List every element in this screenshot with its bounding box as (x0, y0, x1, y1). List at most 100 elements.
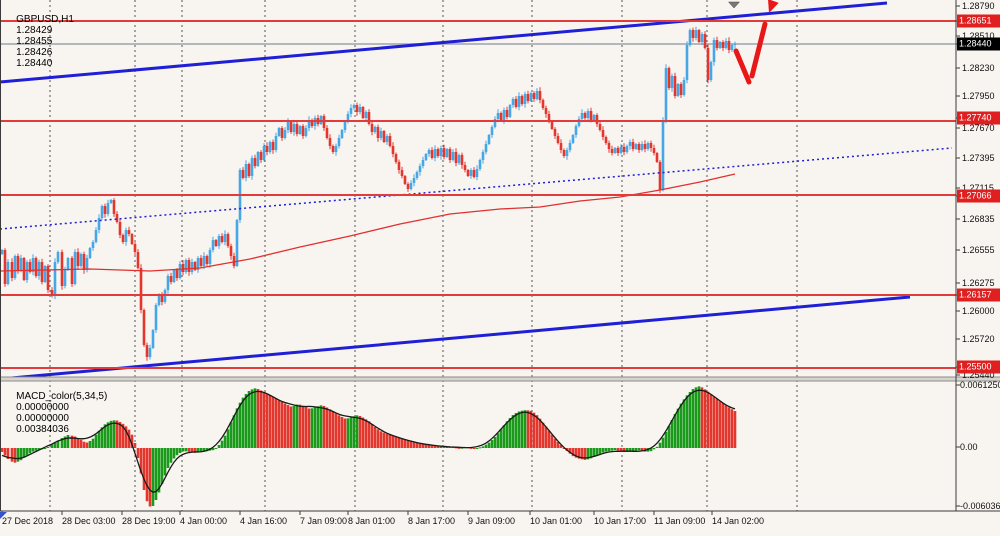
candle-body (697, 30, 701, 42)
object-anchor-marker-icon[interactable] (727, 1, 741, 9)
candle-body (262, 146, 266, 160)
candle-body (505, 110, 509, 117)
macd-histogram-bar (199, 448, 203, 453)
candle-body (511, 99, 515, 105)
macd-histogram-bar (688, 392, 692, 448)
candle-body (73, 252, 77, 284)
candle-body (43, 266, 47, 282)
time-axis-label: 27 Dec 2018 (2, 516, 54, 526)
candle-body (112, 200, 116, 214)
moving-average-line (0, 173, 736, 272)
candle-body (199, 258, 203, 266)
candle-body (388, 136, 392, 146)
macd-histogram-bar (37, 448, 41, 450)
trend-arrow-head[interactable] (768, 0, 779, 13)
time-axis-label: 10 Jan 17:00 (594, 516, 647, 526)
macd-histogram-bar (202, 448, 206, 452)
macd-histogram-bar (667, 426, 671, 448)
macd-histogram-bar (196, 448, 200, 453)
candle-body (643, 144, 647, 149)
macd-histogram-bar (613, 448, 617, 451)
candle-body (607, 143, 611, 149)
candle-body (391, 146, 395, 154)
macd-histogram-bar (142, 448, 146, 490)
candle-body (136, 252, 140, 268)
candle-body (286, 122, 290, 130)
trendline-upper-channel[interactable] (0, 1, 888, 84)
macd-histogram-bar (553, 438, 557, 448)
candle-body (328, 138, 332, 146)
macd-histogram-bar (580, 448, 584, 460)
macd-histogram-bar (16, 448, 20, 462)
macd-histogram-bar (50, 444, 54, 448)
macd-histogram-bar (403, 439, 407, 448)
macd-histogram-bar (460, 447, 464, 449)
macd-histogram-bar (262, 392, 266, 448)
macd-histogram-bar (400, 438, 404, 448)
candle-body (334, 146, 338, 152)
macd-histogram-bar (43, 448, 47, 449)
candle-body (16, 256, 20, 270)
macd-histogram-bar (484, 444, 488, 448)
candle-body (469, 170, 473, 176)
level-price-badge: 1.26157 (957, 288, 1000, 302)
candle-body (526, 94, 530, 101)
level-price-badge: 1.28651 (957, 14, 1000, 28)
macd-histogram-bar (145, 448, 149, 502)
macd-histogram-bar (586, 448, 590, 460)
candle-body (481, 152, 485, 160)
candle-body (184, 260, 188, 272)
macd-histogram-bar (10, 448, 14, 462)
pane-separator[interactable] (0, 377, 1000, 381)
macd-histogram-bar (433, 445, 437, 448)
candle-body (160, 296, 164, 302)
price-axis-label: 1.27395 (962, 153, 995, 163)
candle-body (50, 290, 54, 296)
macd-histogram-bar (406, 440, 410, 448)
candle-body (259, 152, 263, 160)
macd-histogram-bar (697, 386, 701, 448)
macd-histogram-bar (430, 445, 434, 448)
candle-body (700, 34, 704, 42)
candle-body (88, 248, 92, 258)
macd-histogram-bar (547, 430, 551, 448)
candle-body (115, 214, 119, 222)
macd-histogram-bar (445, 446, 449, 448)
candle-body (151, 330, 155, 348)
trendline-lower-channel[interactable] (0, 295, 911, 381)
candle-body (445, 149, 449, 157)
candle-body (583, 113, 587, 118)
macd-histogram-bar (364, 419, 368, 448)
macd-histogram-bar (136, 448, 140, 458)
macd-histogram-bar (616, 448, 620, 451)
candle-body (562, 150, 566, 156)
time-axis-label: 4 Jan 16:00 (240, 516, 288, 526)
candle-body (361, 107, 365, 118)
trend-arrow-annotation[interactable] (733, 48, 752, 85)
candle-body (283, 130, 287, 138)
candle-body (187, 260, 191, 272)
macd-histogram-bar (316, 406, 320, 448)
ohlc-open: 1.28429 (16, 25, 53, 36)
macd-histogram-bar (721, 403, 725, 448)
macd-histogram-bar (709, 394, 713, 448)
candle-body (451, 152, 455, 160)
candle-body (63, 270, 67, 286)
candle-body (673, 76, 677, 96)
candle-body (298, 126, 302, 134)
macd-histogram-bar (298, 404, 302, 448)
macd-histogram-bar (349, 417, 353, 448)
macd-histogram-bar (694, 387, 698, 448)
macd-histogram-bar (247, 391, 251, 448)
macd-histogram-bar (274, 398, 278, 448)
macd-histogram-bar (250, 389, 254, 448)
macd-histogram-bar (715, 399, 719, 448)
candle-body (256, 152, 260, 166)
candle-body (82, 254, 86, 270)
trendline-mid-dotted[interactable] (0, 147, 953, 230)
macd-histogram-bar (187, 448, 191, 452)
trend-arrow-annotation[interactable] (749, 21, 768, 79)
macd-histogram-bar (214, 448, 218, 449)
macd-histogram-bar (610, 448, 614, 451)
